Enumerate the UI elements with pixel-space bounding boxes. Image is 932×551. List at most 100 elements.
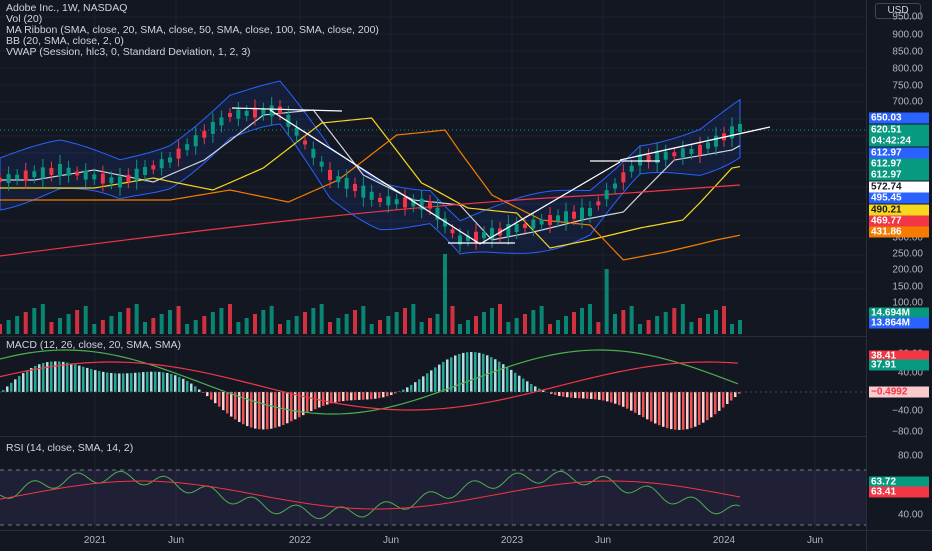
pane-separator-rsi[interactable] bbox=[0, 436, 866, 437]
macd-histogram-bar bbox=[410, 385, 413, 392]
volume-bar bbox=[395, 312, 399, 334]
macd-histogram-bar bbox=[642, 392, 645, 417]
candle-body bbox=[428, 202, 432, 209]
candle-body bbox=[84, 171, 88, 180]
macd-histogram-bar bbox=[274, 392, 277, 428]
macd-histogram-bar bbox=[74, 364, 77, 392]
chart-area[interactable]: Adobe Inc., 1W, NASDAQ Vol (20) MA Ribbo… bbox=[0, 0, 866, 530]
candle-body bbox=[451, 229, 455, 233]
volume-bar bbox=[672, 308, 676, 334]
macd-histogram-bar bbox=[458, 354, 461, 392]
time-label: Jun bbox=[383, 535, 399, 546]
macd-histogram-bar bbox=[78, 366, 81, 392]
macd-histogram-bar bbox=[590, 392, 593, 399]
candle-body bbox=[7, 174, 11, 183]
macd-histogram-bar bbox=[606, 392, 609, 401]
candle-body bbox=[311, 149, 315, 158]
macd-histogram-bar bbox=[110, 373, 113, 392]
candle-body bbox=[219, 117, 223, 125]
macd-histogram-bar bbox=[506, 367, 509, 392]
volume-bar bbox=[177, 306, 181, 334]
macd-histogram-bar bbox=[438, 365, 441, 392]
volume-bar bbox=[219, 308, 223, 334]
macd-histogram-bar bbox=[266, 392, 269, 429]
candle-body bbox=[109, 177, 113, 183]
macd-histogram-bar bbox=[402, 390, 405, 392]
volume-bar bbox=[588, 304, 592, 334]
pane-separator-macd[interactable] bbox=[0, 336, 866, 337]
candle-body bbox=[345, 178, 349, 189]
price-badge: 431.86 bbox=[869, 227, 929, 238]
macd-histogram-bar bbox=[10, 383, 13, 392]
volume-bar bbox=[515, 318, 519, 334]
volume-bar bbox=[245, 318, 249, 334]
volume-bar bbox=[411, 304, 415, 334]
macd-histogram-bar bbox=[542, 391, 545, 392]
candle-body bbox=[605, 190, 609, 199]
candle-body bbox=[556, 215, 560, 221]
rsi-badge: 63.41 bbox=[869, 487, 929, 498]
price-badge: 612.97 bbox=[869, 170, 929, 181]
macd-histogram-bar bbox=[178, 377, 181, 392]
candle-body bbox=[194, 135, 198, 146]
macd-histogram-bar bbox=[466, 352, 469, 392]
volume-bar bbox=[647, 320, 651, 334]
macd-histogram-bar bbox=[14, 379, 17, 392]
indicator-vwap[interactable]: VWAP (Session, hlc3, 0, Standard Deviati… bbox=[6, 47, 379, 58]
volume-bar bbox=[540, 306, 544, 334]
volume-bar bbox=[236, 322, 240, 334]
macd-histogram-bar bbox=[626, 392, 629, 409]
volume-bar bbox=[0, 324, 2, 334]
macd-histogram-bar bbox=[562, 392, 565, 397]
macd-histogram-bar bbox=[706, 392, 709, 420]
chart-legend: Adobe Inc., 1W, NASDAQ Vol (20) MA Ribbo… bbox=[6, 3, 379, 58]
macd-histogram-bar bbox=[622, 392, 625, 407]
volume-bar bbox=[92, 324, 96, 334]
symbol-title[interactable]: Adobe Inc., 1W, NASDAQ bbox=[6, 3, 379, 14]
volume-bar bbox=[498, 304, 502, 334]
time-label: 2024 bbox=[713, 535, 735, 546]
macd-histogram-bar bbox=[518, 376, 521, 392]
macd-histogram-bar bbox=[670, 392, 673, 429]
time-axis[interactable]: 2021 Jun 2022 Jun 2023 Jun 2024 Jun bbox=[0, 530, 866, 551]
volume-bar bbox=[451, 306, 455, 334]
macd-histogram-bar bbox=[326, 392, 329, 405]
candle-body bbox=[92, 174, 96, 179]
macd-histogram-bar bbox=[674, 392, 677, 430]
rsi-band bbox=[0, 470, 866, 525]
rsi-legend[interactable]: RSI (14, close, SMA, 14, 2) bbox=[6, 442, 133, 454]
macd-histogram-bar bbox=[258, 392, 261, 429]
macd-legend[interactable]: MACD (12, 26, close, 20, SMA, SMA) bbox=[6, 339, 181, 351]
volume-bar bbox=[41, 304, 45, 334]
macd-histogram-bar bbox=[514, 373, 517, 392]
macd-histogram-bar bbox=[106, 373, 109, 392]
candle-body bbox=[664, 152, 668, 160]
macd-histogram-bar bbox=[714, 392, 717, 414]
macd-histogram-bar bbox=[346, 392, 349, 401]
macd-histogram-bar bbox=[310, 392, 313, 411]
volume-bar bbox=[143, 322, 147, 334]
price-badge: 612.97 bbox=[869, 159, 929, 170]
macd-histogram-bar bbox=[350, 392, 353, 400]
macd-histogram-bar bbox=[558, 392, 561, 396]
price-badge: 490.21 bbox=[869, 205, 929, 216]
volume-bar bbox=[730, 324, 734, 334]
candle-body bbox=[58, 164, 62, 176]
macd-histogram-bar bbox=[610, 392, 613, 402]
macd-histogram-bar bbox=[338, 392, 341, 402]
macd-histogram-bar bbox=[306, 392, 309, 413]
rsi-tick: 40.00 bbox=[898, 510, 923, 521]
macd-histogram-bar bbox=[574, 392, 577, 398]
macd-histogram-bar bbox=[186, 381, 189, 392]
volume-bar bbox=[185, 324, 189, 334]
volume-bar bbox=[621, 310, 625, 334]
macd-histogram-bar bbox=[666, 392, 669, 428]
macd-histogram-bar bbox=[678, 392, 681, 430]
volume-bar bbox=[698, 318, 702, 334]
volume-bar bbox=[194, 320, 198, 334]
candle-body bbox=[245, 111, 249, 116]
macd-histogram-bar bbox=[386, 392, 389, 396]
macd-histogram-bar bbox=[362, 392, 365, 400]
macd-histogram-bar bbox=[242, 392, 245, 424]
